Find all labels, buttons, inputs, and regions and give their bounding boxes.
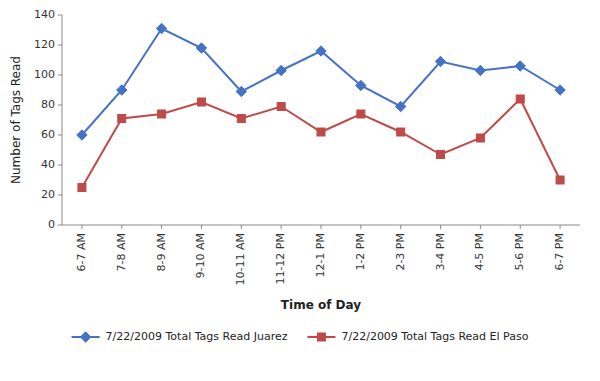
y-tick-label: 100 (34, 68, 55, 81)
x-tick-label: 12-1 PM (314, 233, 327, 278)
x-tick-label: 3-4 PM (434, 233, 447, 271)
series-marker (276, 65, 286, 75)
series-line (82, 99, 560, 188)
series-marker (118, 115, 126, 123)
y-tick (58, 165, 62, 166)
y-tick-label: 0 (48, 218, 55, 231)
series-marker (117, 85, 127, 95)
x-tick-label: 11-12 PM (274, 233, 287, 285)
y-tick-label: 120 (34, 38, 55, 51)
y-tick (58, 195, 62, 196)
x-tick-label: 1-2 PM (354, 233, 367, 271)
y-tick (58, 75, 62, 76)
x-tick (201, 225, 202, 229)
y-tick-label: 80 (41, 98, 55, 111)
x-tick (440, 225, 441, 229)
series-marker (515, 61, 525, 71)
series-marker (516, 95, 524, 103)
series-marker (317, 128, 325, 136)
series-marker (316, 46, 326, 56)
legend: 7/22/2009 Total Tags Read Juarez 7/22/200… (72, 330, 529, 343)
x-tick (480, 225, 481, 229)
x-tick-label: 4-5 PM (473, 233, 486, 271)
series-marker (476, 134, 484, 142)
x-tick (161, 225, 162, 229)
x-tick-label: 7-8 AM (115, 233, 128, 271)
series-marker (475, 65, 485, 75)
plot-area (77, 23, 566, 191)
legend-item: 7/22/2009 Total Tags Read El Paso (307, 330, 528, 343)
x-tick (81, 225, 82, 229)
x-tick (360, 225, 361, 229)
series-marker (357, 110, 365, 118)
series-marker (356, 80, 366, 90)
x-tick (560, 225, 561, 229)
legend-marker (317, 333, 325, 341)
series-line (82, 29, 560, 136)
x-tick (281, 225, 282, 229)
x-tick-label: 10-11 AM (234, 233, 247, 285)
y-tick-label: 60 (41, 128, 55, 141)
x-tick (400, 225, 401, 229)
y-tick-label: 40 (41, 158, 55, 171)
x-axis-label: Time of Day (281, 298, 361, 312)
series-marker (556, 176, 564, 184)
series-marker (237, 115, 245, 123)
x-tick (121, 225, 122, 229)
y-tick (58, 15, 62, 16)
series-marker (196, 43, 206, 53)
y-tick (58, 45, 62, 46)
x-axis-line (62, 225, 580, 226)
y-axis-line (62, 15, 63, 225)
x-tick-label: 8-9 AM (155, 233, 168, 271)
y-tick-label: 140 (34, 8, 55, 21)
legend-marker (80, 332, 90, 342)
series-marker (397, 128, 405, 136)
y-tick (58, 225, 62, 226)
y-tick (58, 135, 62, 136)
legend-item: 7/22/2009 Total Tags Read Juarez (72, 330, 288, 343)
series-marker (395, 101, 405, 111)
x-tick-label: 9-10 AM (194, 233, 207, 278)
x-tick (321, 225, 322, 229)
series-marker (435, 56, 445, 66)
chart-container: 0 20 40 60 80 100 120 140 6-7 AM 7-8 AM 8-9 AM 9-10… (0, 0, 600, 381)
legend-label: 7/22/2009 Total Tags Read Juarez (106, 330, 288, 343)
series-marker (158, 110, 166, 118)
series-marker (78, 184, 86, 192)
legend-label: 7/22/2009 Total Tags Read El Paso (341, 330, 528, 343)
chart-svg: 0 20 40 60 80 100 120 140 6-7 AM 7-8 AM 8-9 AM 9-10… (0, 0, 600, 381)
x-tick-label: 5-6 PM (513, 233, 526, 271)
x-tick (241, 225, 242, 229)
y-tick (58, 105, 62, 106)
series-marker (437, 151, 445, 159)
series-marker (555, 85, 565, 95)
x-tick-label: 2-3 PM (394, 233, 407, 271)
x-tick-label: 6-7 AM (75, 233, 88, 271)
y-axis-label: Number of Tags Read (9, 56, 23, 184)
series-marker (197, 98, 205, 106)
x-tick-label: 6-7 PM (553, 233, 566, 271)
series-marker (277, 103, 285, 111)
x-tick (520, 225, 521, 229)
y-tick-label: 20 (41, 188, 55, 201)
series-marker (236, 86, 246, 96)
series-marker (77, 130, 87, 140)
series-marker (156, 23, 166, 33)
